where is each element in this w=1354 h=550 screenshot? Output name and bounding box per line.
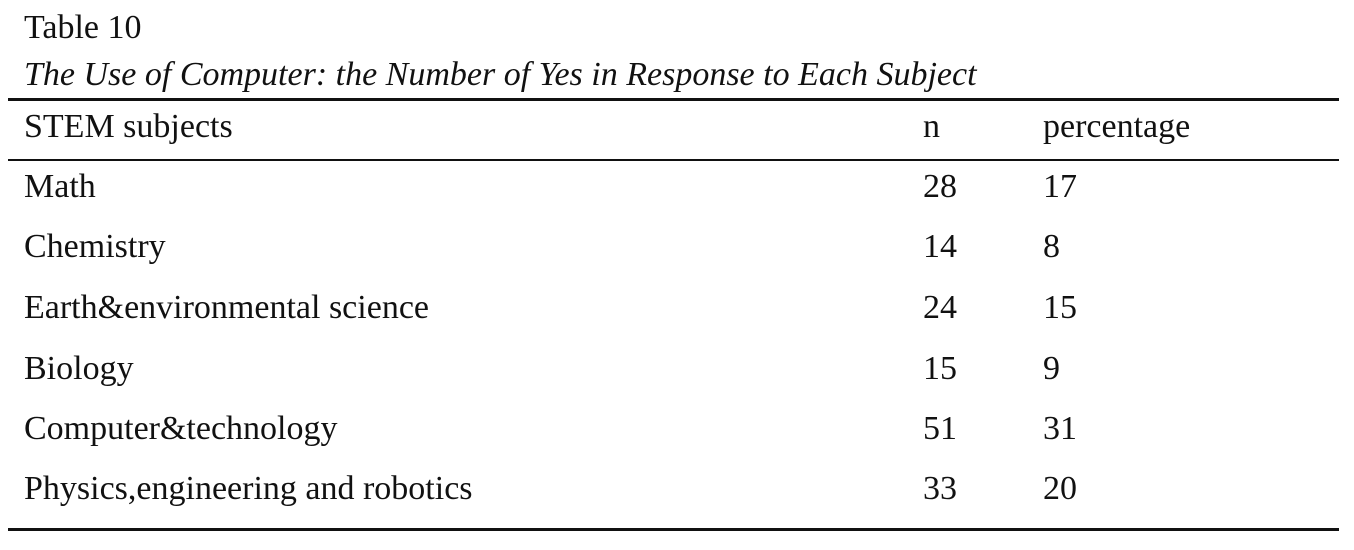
percentage-cell: 9	[1043, 350, 1060, 387]
percentage-cell: 17	[1043, 168, 1077, 205]
subject-cell: Chemistry	[24, 228, 166, 265]
n-cell: 51	[923, 410, 957, 447]
n-cell: 15	[923, 350, 957, 387]
subject-cell: Math	[24, 168, 96, 205]
percentage-cell: 15	[1043, 289, 1077, 326]
header-n: n	[923, 108, 940, 145]
header-subject: STEM subjects	[24, 108, 233, 145]
percentage-cell: 8	[1043, 228, 1060, 265]
n-cell: 28	[923, 168, 957, 205]
percentage-cell: 31	[1043, 410, 1077, 447]
table-number: Table 10	[24, 9, 142, 46]
n-cell: 33	[923, 470, 957, 507]
subject-cell: Computer&technology	[24, 410, 338, 447]
top-rule	[8, 98, 1339, 101]
header-rule	[8, 159, 1339, 161]
subject-cell: Biology	[24, 350, 134, 387]
subject-cell: Earth&environmental science	[24, 289, 429, 326]
n-cell: 14	[923, 228, 957, 265]
table-title: The Use of Computer: the Number of Yes i…	[24, 56, 977, 93]
percentage-cell: 20	[1043, 470, 1077, 507]
header-percentage: percentage	[1043, 108, 1191, 145]
n-cell: 24	[923, 289, 957, 326]
subject-cell: Physics,engineering and robotics	[24, 470, 473, 507]
bottom-rule	[8, 528, 1339, 531]
